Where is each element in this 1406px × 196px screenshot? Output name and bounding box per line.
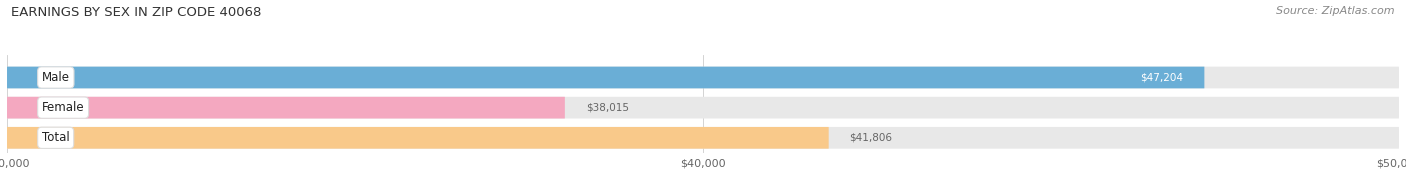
FancyBboxPatch shape [7, 127, 1399, 149]
Text: Source: ZipAtlas.com: Source: ZipAtlas.com [1277, 6, 1395, 16]
Text: Male: Male [42, 71, 70, 84]
FancyBboxPatch shape [7, 127, 828, 149]
Text: $38,015: $38,015 [586, 103, 628, 113]
Text: Female: Female [42, 101, 84, 114]
Text: Total: Total [42, 131, 69, 144]
Text: EARNINGS BY SEX IN ZIP CODE 40068: EARNINGS BY SEX IN ZIP CODE 40068 [11, 6, 262, 19]
Text: $41,806: $41,806 [849, 133, 893, 143]
Text: $47,204: $47,204 [1140, 73, 1184, 83]
FancyBboxPatch shape [7, 67, 1205, 88]
FancyBboxPatch shape [7, 97, 1399, 119]
FancyBboxPatch shape [7, 97, 565, 119]
FancyBboxPatch shape [7, 67, 1399, 88]
